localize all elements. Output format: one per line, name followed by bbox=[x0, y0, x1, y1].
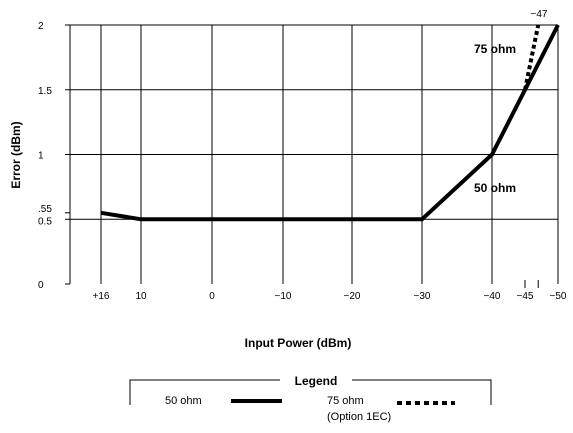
x-tick-label: −45 bbox=[517, 291, 534, 302]
y-tick-label: 0 bbox=[38, 280, 44, 291]
x-axis-label: Input Power (dBm) bbox=[245, 336, 352, 350]
legend-frame bbox=[129, 379, 280, 405]
annotation-50-ohm: 50 ohm bbox=[474, 181, 516, 195]
x-tick-label: −30 bbox=[414, 291, 431, 302]
legend: Legend 50 ohm 75 ohm (Option 1EC) bbox=[129, 374, 492, 423]
y-tick-label: 2 bbox=[38, 21, 44, 32]
x-tick-label: −20 bbox=[344, 291, 361, 302]
grid bbox=[65, 24, 559, 288]
x-tick-label: +16 bbox=[93, 291, 110, 302]
y-tick-label: 0.5 bbox=[38, 216, 52, 227]
y-tick-label: .55 bbox=[38, 204, 52, 215]
legend-sublabel-option-1ec: (Option 1EC) bbox=[327, 411, 391, 423]
legend-label-50-ohm: 50 ohm bbox=[165, 395, 202, 407]
series-line-50-ohm bbox=[100, 24, 560, 222]
y-axis-label: Error (dBm) bbox=[9, 121, 23, 188]
x-tick-label: 10 bbox=[135, 291, 147, 302]
legend-title: Legend bbox=[295, 374, 338, 388]
legend-frame-right bbox=[352, 379, 492, 405]
annotation-minus-47: −47 bbox=[531, 9, 548, 20]
tick-labels: 0 0.5.55 1 1.5 2 +16 10 0 −10 −20 −30 −40 −45 −50 bbox=[38, 21, 567, 302]
legend-label-75-ohm: 75 ohm bbox=[327, 395, 364, 407]
x-tick-label: −50 bbox=[550, 291, 567, 302]
y-tick-label: 1.5 bbox=[38, 86, 52, 97]
series-layer bbox=[100, 24, 560, 222]
annotation-75-ohm: 75 ohm bbox=[474, 42, 516, 56]
x-tick-label: 0 bbox=[209, 291, 215, 302]
x-tick-label: −40 bbox=[484, 291, 501, 302]
x-tick-label: −10 bbox=[275, 291, 292, 302]
y-tick-label: 1 bbox=[38, 151, 44, 162]
